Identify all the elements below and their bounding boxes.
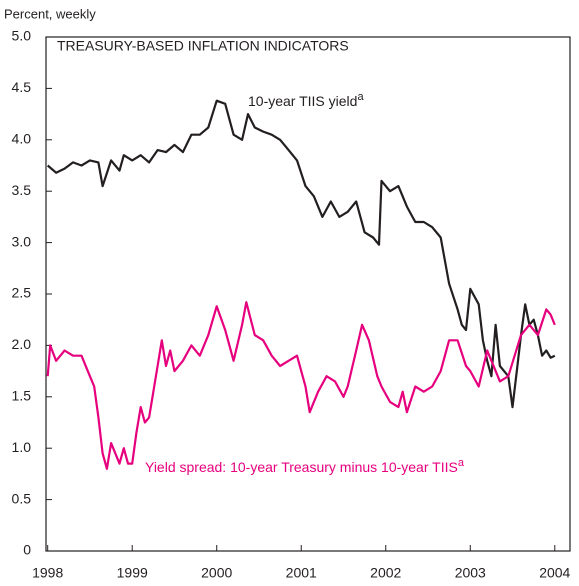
x-tick-label: 2004: [539, 565, 570, 581]
x-tick-label: 1998: [32, 565, 63, 581]
y-axis-label: Percent, weekly: [4, 6, 96, 21]
series-line: [46, 301, 556, 470]
y-tick-label: 3.0: [12, 233, 32, 249]
annotation-superscript: a: [458, 457, 465, 469]
x-tick-label: 2000: [201, 565, 232, 581]
annotation-text: 10-year TIIS yield: [248, 93, 357, 109]
annotation-superscript: a: [357, 91, 364, 103]
annotation: Yield spread: 10-year Treasury minus 10-…: [145, 457, 465, 475]
y-tick-label: 4.5: [12, 79, 32, 95]
annotation: 10-year TIIS yielda: [248, 91, 364, 109]
y-tick-label: 2.0: [12, 336, 32, 352]
x-tick-label: 1999: [117, 565, 148, 581]
y-tick-label: 0.5: [12, 490, 32, 506]
annotation-text: Yield spread: 10-year Treasury minus 10-…: [145, 459, 458, 475]
chart-title: TREASURY-BASED INFLATION INDICATORS: [57, 38, 349, 54]
x-tick-label: 2001: [286, 565, 317, 581]
y-tick-label: 1.0: [12, 439, 32, 455]
x-tick-label: 2003: [455, 565, 486, 581]
y-tick-label: 4.0: [12, 131, 32, 147]
x-tick-label: 2002: [370, 565, 401, 581]
y-tick-label: 5.0: [12, 28, 32, 44]
y-tick-label: 3.5: [12, 182, 32, 198]
y-tick-label: 0: [23, 542, 31, 558]
series-line: [46, 99, 556, 409]
y-tick-label: 2.5: [12, 285, 32, 301]
y-tick-label: 1.5: [12, 388, 32, 404]
